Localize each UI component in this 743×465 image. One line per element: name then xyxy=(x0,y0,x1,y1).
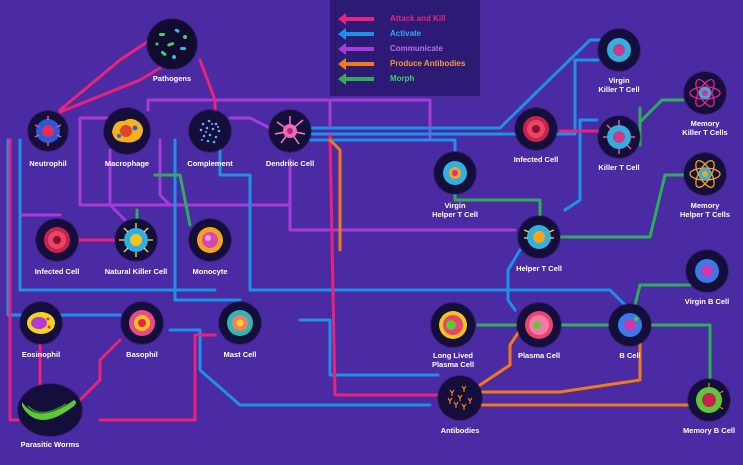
blue-connection-line xyxy=(6,138,122,317)
blue-connection-line xyxy=(173,138,242,302)
antibodies-icon xyxy=(438,376,482,420)
natural-killer-cell-icon xyxy=(115,219,157,261)
memory-killer-t-cells-label: Memory Killer T Cells xyxy=(682,119,728,137)
infected-cell-left-label: Infected Cell xyxy=(34,267,80,276)
pink-connection-line xyxy=(198,58,217,117)
infected-cell-icon xyxy=(36,219,78,261)
macrophage-icon xyxy=(104,108,150,154)
virgin-killer-t-cell-icon xyxy=(598,29,640,71)
orange-connection-line xyxy=(328,138,342,252)
legend-item-antibodies: Produce Antibodies xyxy=(338,57,478,71)
virgin-helper-t-cell-icon xyxy=(434,152,476,194)
complement-label: Complement xyxy=(187,159,233,168)
purple-arrow-icon xyxy=(338,43,374,55)
plasma-cell-label: Plasma Cell xyxy=(517,351,561,360)
purple-connection-line xyxy=(288,158,517,232)
virgin-helper-t-cell-label: Virgin Helper T Cell xyxy=(432,201,478,219)
plasma-cell-icon xyxy=(517,303,561,347)
neutrophil-icon xyxy=(28,111,68,151)
mast-cell-label: Mast Cell xyxy=(223,350,257,359)
orange-connection-line xyxy=(480,338,642,394)
blue-connection-line xyxy=(308,38,607,130)
blue-connection-line xyxy=(18,138,217,292)
pathogens-label: Pathogens xyxy=(152,74,192,83)
blue-connection-line xyxy=(298,318,440,377)
blue-connection-line xyxy=(563,118,599,212)
parasitic-worms-label: Parasitic Worms xyxy=(20,440,80,449)
pink-connection-line xyxy=(58,38,152,112)
dendritic-cell-icon xyxy=(269,110,311,152)
pink-connection-line xyxy=(328,133,439,397)
long-lived-plasma-cell-icon xyxy=(431,303,475,347)
green-connection-line xyxy=(638,98,685,124)
blue-connection-line xyxy=(168,328,432,407)
green-connection-line xyxy=(633,283,692,307)
legend-label: Attack and Kill xyxy=(390,14,446,23)
infected-cell-right-label: Infected Cell xyxy=(513,155,559,164)
neutrophil-label: Neutrophil xyxy=(29,159,67,168)
blue-connection-line xyxy=(218,143,627,307)
killer-t-cell-label: Killer T Cell xyxy=(598,163,640,172)
legend-item-activate: Activate xyxy=(338,27,478,41)
purple-connection-line xyxy=(108,148,127,222)
purple-connection-line xyxy=(228,116,272,130)
natural-killer-cell-label: Natural Killer Cell xyxy=(104,267,168,276)
eosinophil-label: Eosinophil xyxy=(21,350,61,359)
complement-icon xyxy=(189,110,231,152)
basophil-icon xyxy=(121,302,163,344)
pink-connection-line xyxy=(8,138,20,422)
pink-arrow-icon xyxy=(338,13,374,25)
green-connection-line xyxy=(558,173,685,239)
memory-helper-t-cell-icon xyxy=(684,153,726,195)
b-cell-icon xyxy=(609,304,651,346)
dendritic-cell-label: Dendritic Cell xyxy=(265,159,315,168)
monocyte-icon xyxy=(189,219,231,261)
basophil-label: Basophil xyxy=(126,350,158,359)
pink-connection-line xyxy=(58,66,162,114)
memory-killer-t-cell-icon xyxy=(684,72,726,114)
virgin-killer-t-cell-label: Virgin Killer T Cell xyxy=(598,76,640,94)
green-arrow-icon xyxy=(338,73,374,85)
legend-label: Produce Antibodies xyxy=(390,59,466,68)
green-connection-line xyxy=(453,193,542,220)
legend-item-communicate: Communicate xyxy=(338,42,478,56)
pink-connection-line xyxy=(78,338,122,402)
helper-t-cell-icon xyxy=(518,216,560,258)
orange-connection-line xyxy=(478,328,522,387)
monocyte-label: Monocyte xyxy=(192,267,228,276)
virgin-b-cell-label: Virgin B Cell xyxy=(684,297,730,306)
blue-connection-line xyxy=(506,248,522,312)
legend-label: Morph xyxy=(390,74,415,83)
helper-t-cell-label: Helper T Cell xyxy=(516,264,562,273)
mast-cell-icon xyxy=(219,302,261,344)
infected-cell-icon xyxy=(515,108,557,150)
legend-label: Communicate xyxy=(390,44,443,53)
antibodies-label: Antibodies xyxy=(440,426,480,435)
pathogens-icon xyxy=(147,19,197,69)
killer-t-cell-icon xyxy=(598,116,640,158)
virgin-b-cell-icon xyxy=(686,250,728,292)
pink-connection-line xyxy=(98,333,217,422)
eosinophil-icon xyxy=(20,302,62,344)
legend: Attack and Kill Activate Communicate Pro… xyxy=(330,0,480,96)
orange-arrow-icon xyxy=(338,58,374,70)
blue-connection-line xyxy=(308,138,457,152)
memory-b-cell-icon xyxy=(688,379,730,421)
blue-arrow-icon xyxy=(338,28,374,40)
macrophage-label: Macrophage xyxy=(104,159,150,168)
b-cell-label: B Cell xyxy=(619,351,641,360)
legend-item-morph: Morph xyxy=(338,72,478,86)
memory-helper-t-cells-label: Memory Helper T Cells xyxy=(679,201,731,219)
legend-label: Activate xyxy=(390,29,422,38)
purple-connection-line xyxy=(158,138,172,207)
parasitic-worm-icon xyxy=(18,384,82,436)
long-lived-plasma-cell-label: Long Lived Plasma Cell xyxy=(431,351,475,369)
green-connection-line xyxy=(153,173,192,227)
memory-b-cell-label: Memory B Cell xyxy=(682,426,736,435)
legend-item-attack: Attack and Kill xyxy=(338,12,478,26)
blue-connection-line xyxy=(308,58,600,136)
green-connection-line xyxy=(648,323,712,380)
